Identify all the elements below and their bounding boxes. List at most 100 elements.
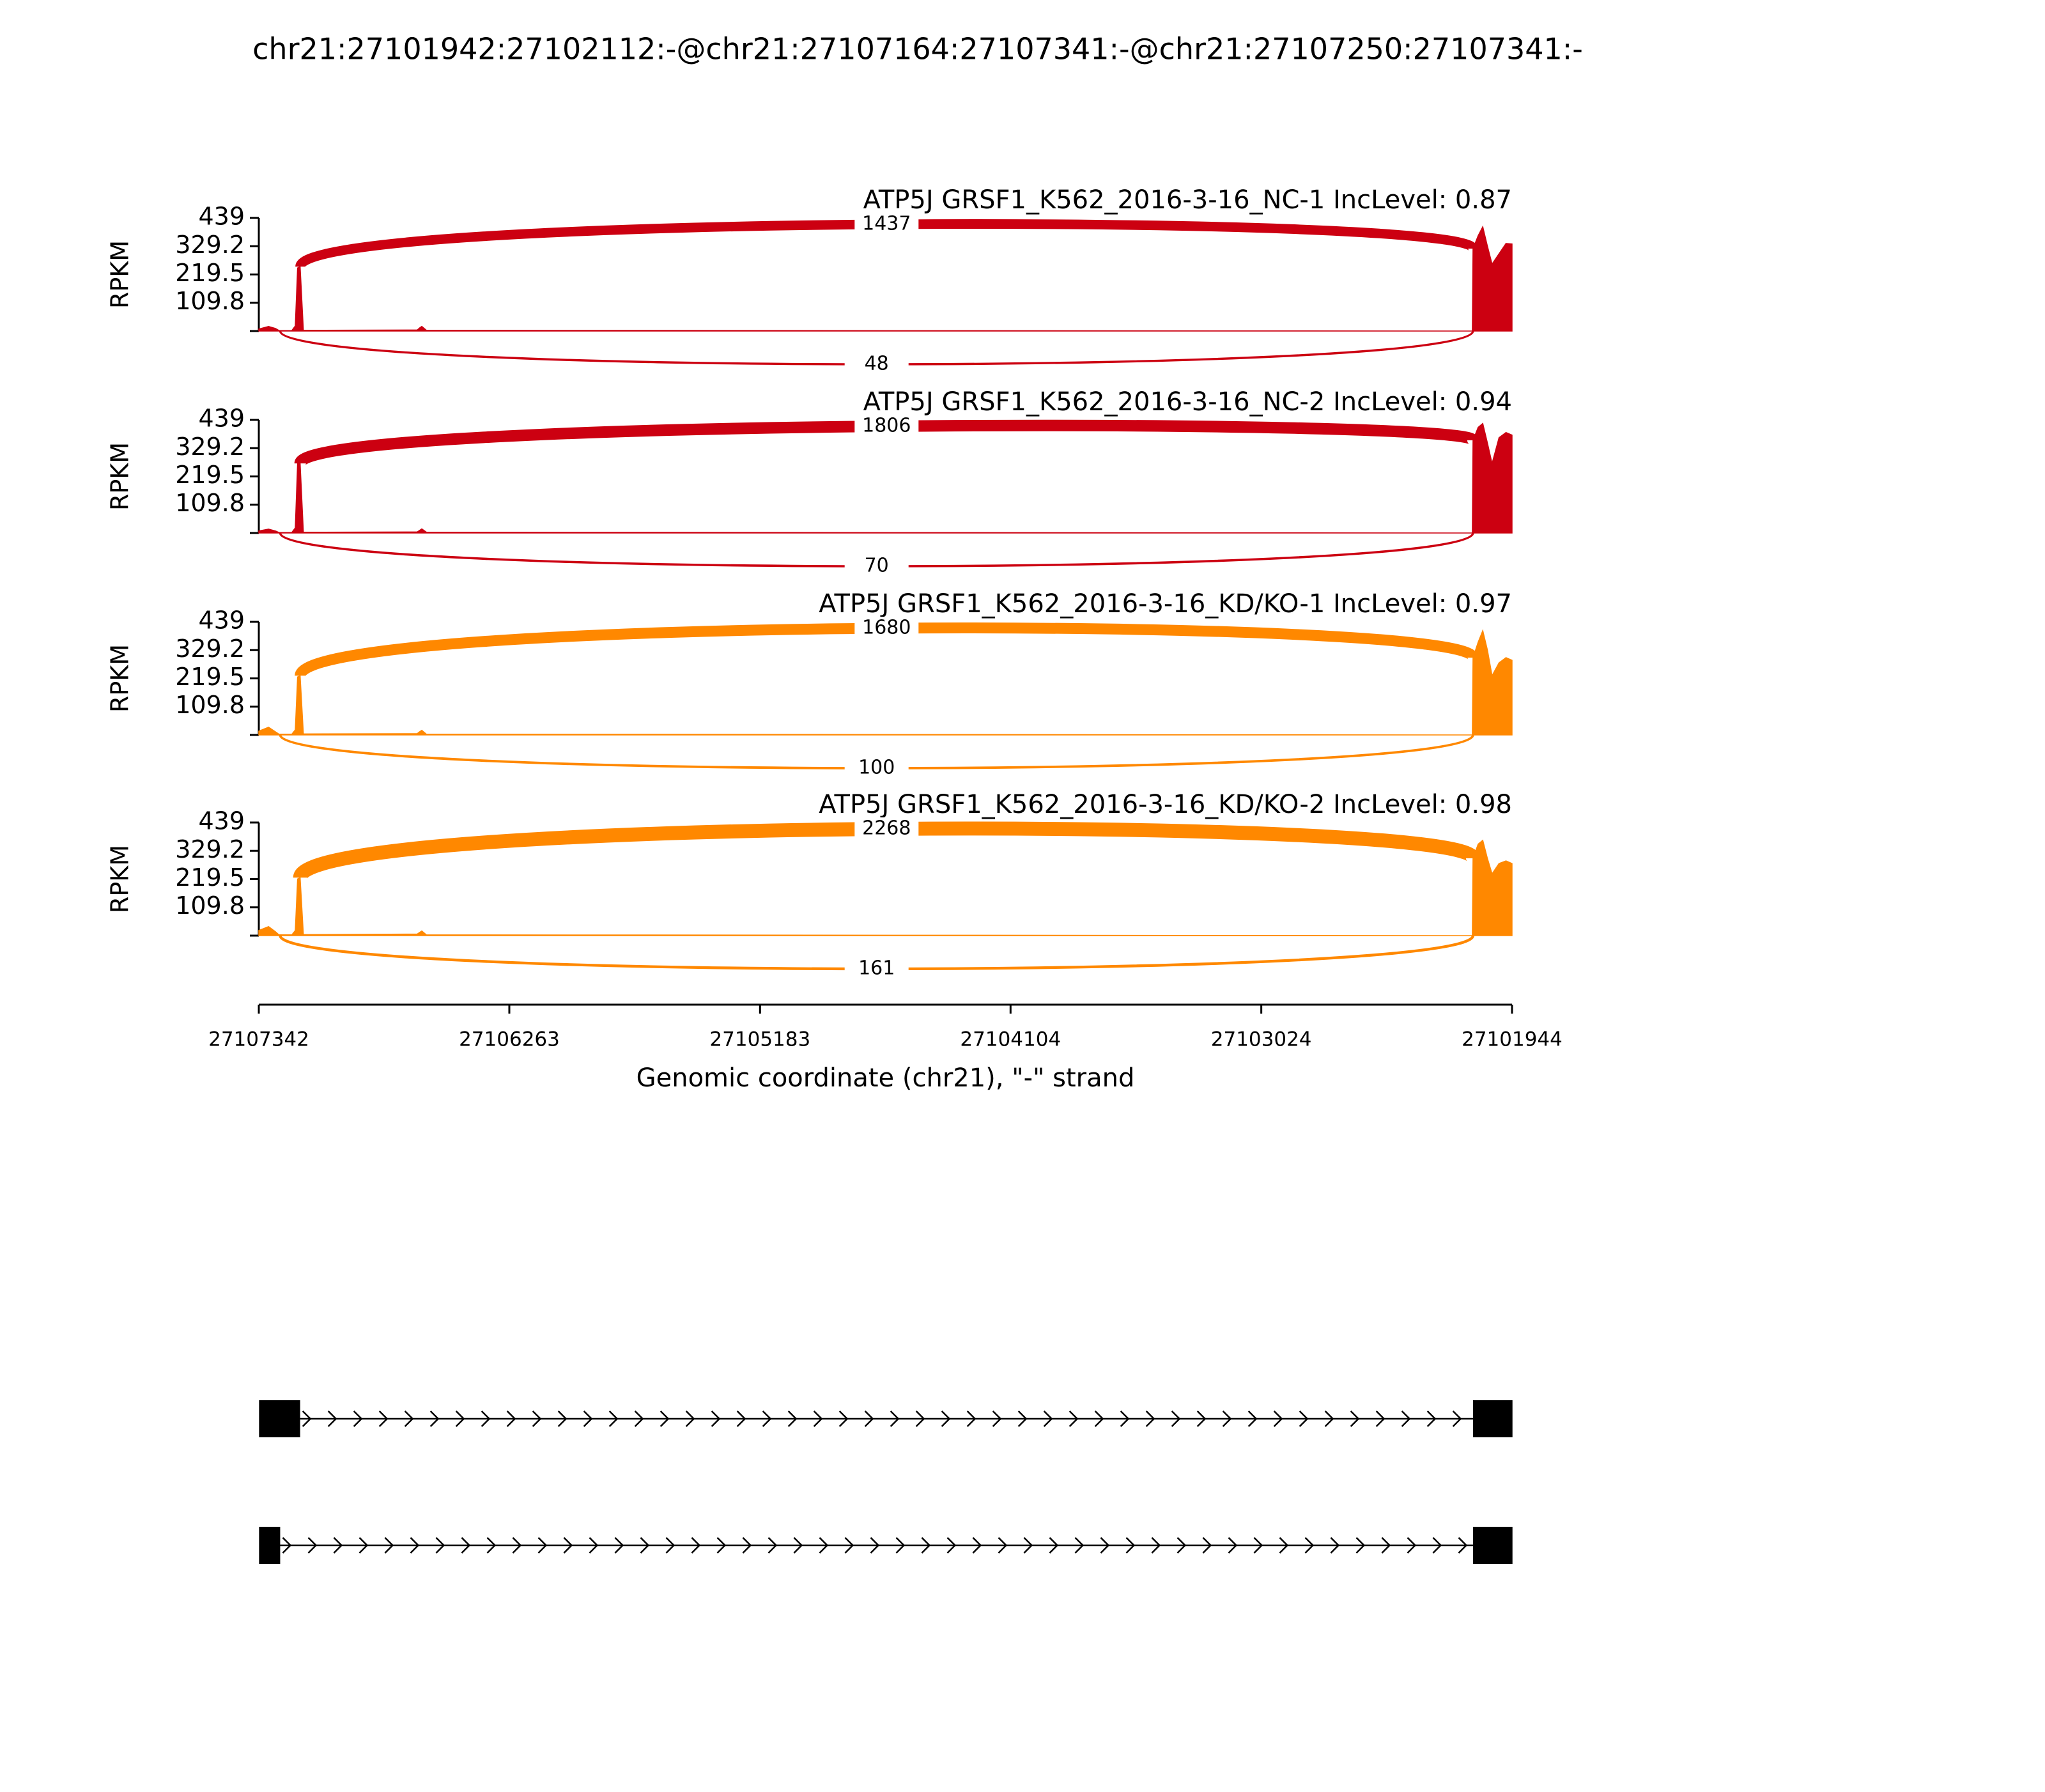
strand-chevron bbox=[966, 1410, 976, 1427]
y-tick-label: 219.5 bbox=[175, 461, 245, 489]
strand-chevron bbox=[1196, 1410, 1207, 1427]
y-tick-label: 329.2 bbox=[175, 835, 245, 863]
exon bbox=[1472, 1400, 1513, 1437]
strand-chevron bbox=[435, 1537, 445, 1554]
strand-chevron bbox=[787, 1410, 798, 1427]
strand-chevron bbox=[307, 1537, 318, 1554]
y-tick-label: 439 bbox=[198, 606, 245, 635]
strand-chevron bbox=[1253, 1537, 1263, 1554]
strand-chevron bbox=[813, 1410, 823, 1427]
strand-chevron bbox=[333, 1537, 343, 1554]
panel-label: ATP5J GRSF1_K562_2016-3-16_KD/KO-1 IncLe… bbox=[819, 589, 1512, 619]
strand-chevron bbox=[1247, 1410, 1258, 1427]
count-label-bg bbox=[844, 957, 909, 980]
panel-label: ATP5J GRSF1_K562_2016-3-16_KD/KO-2 IncLe… bbox=[819, 790, 1512, 819]
strand-chevron bbox=[972, 1537, 982, 1554]
y-tick-label: 439 bbox=[198, 203, 245, 231]
strand-chevron bbox=[384, 1537, 394, 1554]
coverage-area bbox=[258, 629, 1513, 736]
y-tick-label: 219.5 bbox=[175, 663, 245, 691]
y-tick-label: 109.8 bbox=[175, 691, 245, 719]
strand-chevron bbox=[1324, 1410, 1334, 1427]
junction-count: 161 bbox=[858, 957, 895, 980]
strand-chevron bbox=[1023, 1537, 1033, 1554]
strand-chevron bbox=[537, 1537, 548, 1554]
strand-chevron bbox=[1273, 1410, 1283, 1427]
count-label-bg bbox=[854, 817, 919, 840]
strand-chevron bbox=[870, 1537, 880, 1554]
strand-chevron bbox=[1125, 1537, 1136, 1554]
y-tick-label: 329.2 bbox=[175, 635, 245, 663]
junction-count: 100 bbox=[858, 757, 895, 779]
y-axis-label: RPKM bbox=[106, 845, 134, 913]
strand-chevron bbox=[1381, 1537, 1391, 1554]
strand-chevron bbox=[512, 1537, 522, 1554]
y-tick-label: 329.2 bbox=[175, 231, 245, 259]
panel-label: ATP5J GRSF1_K562_2016-3-16_NC-1 IncLevel… bbox=[863, 185, 1512, 215]
count-label-bg bbox=[844, 757, 909, 780]
y-tick-label: 219.5 bbox=[175, 863, 245, 892]
strand-chevron bbox=[998, 1537, 1008, 1554]
strand-chevron bbox=[1049, 1537, 1059, 1554]
y-axis-label: RPKM bbox=[106, 644, 134, 713]
strand-chevron bbox=[327, 1410, 337, 1427]
panel-label: ATP5J GRSF1_K562_2016-3-16_NC-2 IncLevel… bbox=[863, 387, 1512, 417]
y-tick-label: 109.8 bbox=[175, 489, 245, 517]
strand-chevron bbox=[1401, 1410, 1411, 1427]
x-tick-label: 27107342 bbox=[208, 1028, 309, 1051]
strand-chevron bbox=[1151, 1537, 1161, 1554]
strand-chevron bbox=[404, 1410, 414, 1427]
strand-chevron bbox=[583, 1410, 593, 1427]
strand-chevron bbox=[1120, 1410, 1130, 1427]
strand-chevron bbox=[691, 1537, 701, 1554]
strand-chevron bbox=[1375, 1410, 1385, 1427]
strand-chevron bbox=[532, 1410, 542, 1427]
strand-chevron bbox=[844, 1537, 854, 1554]
junction-count: 48 bbox=[865, 353, 889, 375]
strand-chevron bbox=[1350, 1410, 1360, 1427]
strand-chevron bbox=[1171, 1410, 1181, 1427]
junction-count: 2268 bbox=[862, 817, 911, 840]
strand-chevron bbox=[1228, 1537, 1238, 1554]
strand-chevron bbox=[890, 1410, 900, 1427]
strand-chevron bbox=[1177, 1537, 1187, 1554]
count-label-bg bbox=[854, 617, 919, 640]
strand-chevron bbox=[614, 1537, 624, 1554]
chart-title: chr21:27101942:27102112:-@chr21:27107164… bbox=[252, 32, 1583, 66]
junction-count: 70 bbox=[865, 555, 889, 577]
strand-chevron bbox=[640, 1537, 650, 1554]
y-tick-label: 109.8 bbox=[175, 287, 245, 315]
strand-chevron bbox=[1100, 1537, 1110, 1554]
y-tick-label: 109.8 bbox=[175, 892, 245, 920]
strand-chevron bbox=[660, 1410, 670, 1427]
strand-chevron bbox=[819, 1537, 829, 1554]
strand-chevron bbox=[557, 1410, 567, 1427]
strand-chevron bbox=[838, 1410, 849, 1427]
x-tick-label: 27103024 bbox=[1211, 1028, 1312, 1051]
x-axis-label: Genomic coordinate (chr21), "-" strand bbox=[637, 1063, 1135, 1093]
strand-chevron bbox=[1222, 1410, 1232, 1427]
strand-chevron bbox=[1043, 1410, 1053, 1427]
coverage-area bbox=[258, 839, 1513, 936]
count-label-bg bbox=[854, 213, 919, 236]
x-tick-label: 27101944 bbox=[1462, 1028, 1563, 1051]
strand-chevron bbox=[410, 1537, 420, 1554]
strand-chevron bbox=[461, 1537, 471, 1554]
strand-chevron bbox=[736, 1410, 746, 1427]
y-tick-label: 439 bbox=[198, 405, 245, 433]
strand-chevron bbox=[716, 1537, 727, 1554]
strand-chevron bbox=[1094, 1410, 1104, 1427]
y-tick-label: 219.5 bbox=[175, 259, 245, 287]
strand-chevron bbox=[793, 1537, 803, 1554]
strand-chevron bbox=[1452, 1410, 1462, 1427]
strand-chevron bbox=[1407, 1537, 1417, 1554]
strand-chevron bbox=[353, 1410, 363, 1427]
strand-chevron bbox=[1069, 1410, 1079, 1427]
strand-chevron bbox=[946, 1537, 957, 1554]
junction-count: 1437 bbox=[862, 213, 911, 235]
strand-chevron bbox=[921, 1537, 931, 1554]
y-axis-label: RPKM bbox=[106, 442, 134, 511]
strand-chevron bbox=[486, 1537, 497, 1554]
strand-chevron bbox=[359, 1537, 369, 1554]
